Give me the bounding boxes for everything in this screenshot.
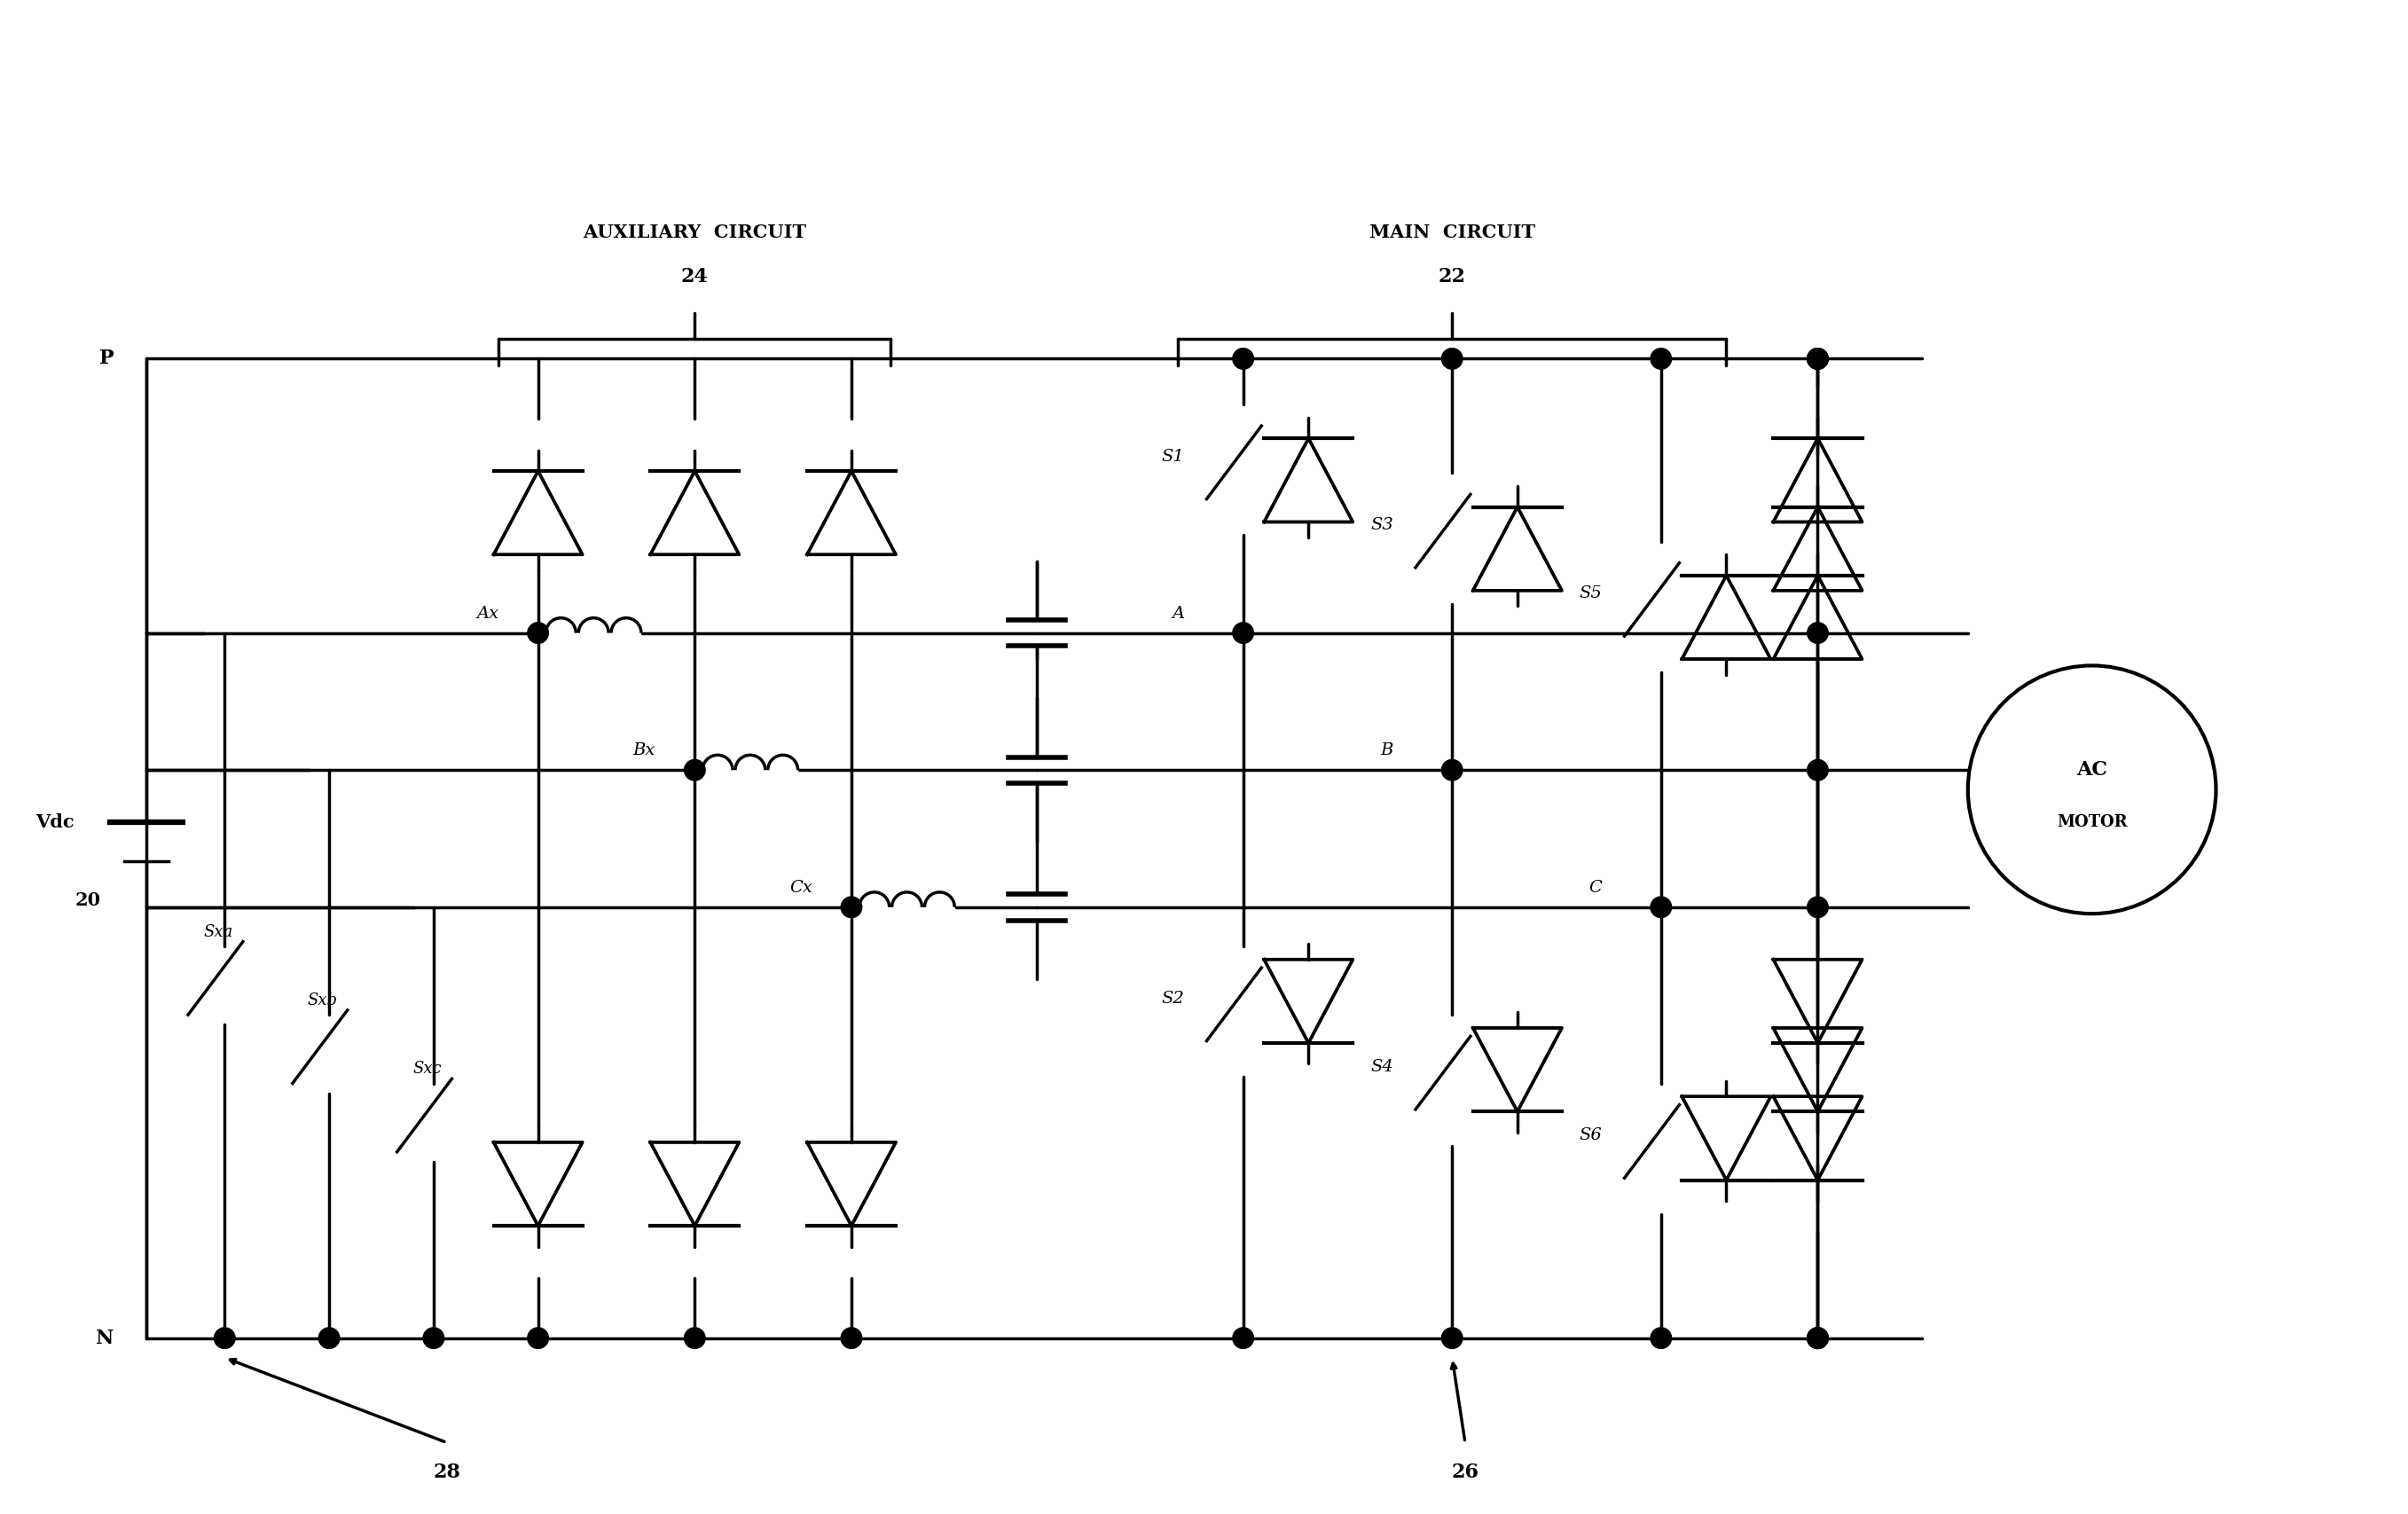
Text: 26: 26 — [1452, 1463, 1479, 1482]
Text: S3: S3 — [1370, 518, 1394, 533]
Text: B: B — [1380, 742, 1394, 759]
Circle shape — [1233, 348, 1255, 369]
Circle shape — [1649, 348, 1671, 369]
Text: C: C — [1589, 880, 1601, 896]
Text: N: N — [96, 1328, 113, 1347]
Polygon shape — [807, 471, 896, 554]
Text: Bx: Bx — [633, 742, 655, 759]
Text: Sxa: Sxa — [202, 924, 234, 940]
Circle shape — [1649, 896, 1671, 917]
Text: MAIN  CIRCUIT: MAIN CIRCUIT — [1370, 224, 1534, 241]
Circle shape — [1808, 348, 1828, 369]
Text: 28: 28 — [433, 1463, 460, 1482]
Text: Sxb: Sxb — [308, 992, 337, 1008]
Text: 22: 22 — [1438, 268, 1466, 288]
Circle shape — [424, 1328, 443, 1349]
Polygon shape — [650, 471, 739, 554]
Circle shape — [1233, 1328, 1255, 1349]
Text: Ax: Ax — [477, 606, 498, 621]
Polygon shape — [1772, 507, 1861, 590]
Polygon shape — [1772, 439, 1861, 522]
Text: 20: 20 — [75, 892, 101, 910]
Circle shape — [1808, 1328, 1828, 1349]
Circle shape — [1808, 348, 1828, 369]
Circle shape — [684, 1328, 706, 1349]
Polygon shape — [1264, 439, 1353, 522]
Text: Sxc: Sxc — [412, 1061, 441, 1076]
Circle shape — [1808, 760, 1828, 781]
Circle shape — [840, 896, 862, 917]
Circle shape — [1808, 348, 1828, 369]
Text: MOTOR: MOTOR — [2056, 815, 2126, 830]
Text: AUXILIARY  CIRCUIT: AUXILIARY CIRCUIT — [583, 224, 807, 241]
Text: S6: S6 — [1580, 1128, 1601, 1143]
Circle shape — [1442, 760, 1462, 781]
Circle shape — [527, 1328, 549, 1349]
Circle shape — [1808, 896, 1828, 917]
Polygon shape — [807, 1142, 896, 1226]
Circle shape — [318, 1328, 340, 1349]
Circle shape — [1808, 1328, 1828, 1349]
Circle shape — [1649, 1328, 1671, 1349]
Polygon shape — [494, 1142, 583, 1226]
Circle shape — [1442, 348, 1462, 369]
Polygon shape — [1474, 507, 1563, 590]
Text: AC: AC — [2076, 760, 2107, 780]
Text: S1: S1 — [1161, 448, 1185, 465]
Polygon shape — [1772, 1028, 1861, 1111]
Circle shape — [1808, 622, 1828, 643]
Polygon shape — [1772, 1096, 1861, 1179]
Text: S2: S2 — [1161, 990, 1185, 1007]
Circle shape — [1442, 1328, 1462, 1349]
Text: P: P — [99, 348, 113, 368]
Polygon shape — [494, 471, 583, 554]
Polygon shape — [1681, 575, 1770, 659]
Circle shape — [1233, 622, 1255, 643]
Polygon shape — [1772, 575, 1861, 659]
Text: A: A — [1173, 606, 1185, 621]
Text: S5: S5 — [1580, 586, 1601, 601]
Polygon shape — [1474, 1028, 1563, 1111]
Polygon shape — [1681, 1096, 1770, 1179]
Circle shape — [840, 1328, 862, 1349]
Text: S4: S4 — [1370, 1060, 1394, 1075]
Text: Cx: Cx — [790, 880, 811, 896]
Polygon shape — [1264, 960, 1353, 1043]
Circle shape — [214, 1328, 236, 1349]
Circle shape — [527, 622, 549, 643]
Text: Vdc: Vdc — [36, 813, 75, 831]
Text: 24: 24 — [681, 268, 708, 288]
Circle shape — [1808, 1328, 1828, 1349]
Polygon shape — [650, 1142, 739, 1226]
Polygon shape — [1772, 960, 1861, 1043]
Circle shape — [684, 760, 706, 781]
